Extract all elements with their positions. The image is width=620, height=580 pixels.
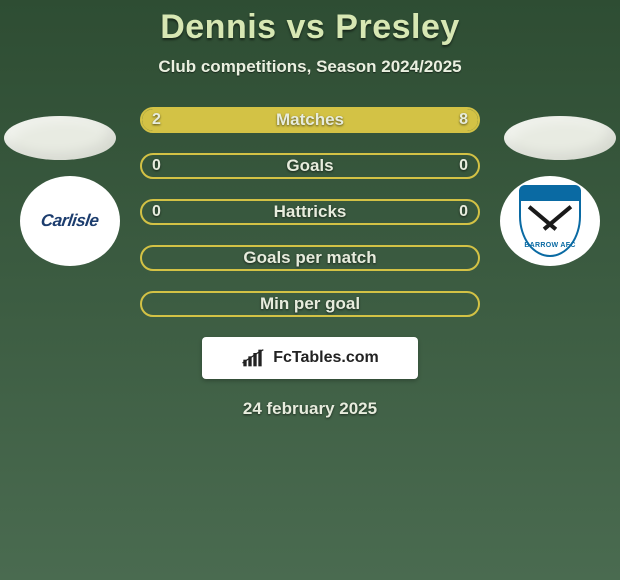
stat-row: Min per goal [140,291,480,317]
comparison-card: Dennis vs Presley Club competitions, Sea… [0,0,620,419]
stat-row: Goals per match [140,245,480,271]
stat-label: Min per goal [142,293,478,315]
stat-row: 00Goals [140,153,480,179]
title: Dennis vs Presley [0,8,620,47]
player-avatar-right [504,116,616,160]
attribution-text: FcTables.com [273,349,379,367]
subtitle: Club competitions, Season 2024/2025 [0,57,620,77]
stats-panel: 28Matches 00Goals 00Hattricks Goals per mat… [140,107,480,317]
team-crest-left: Carlisle [20,176,120,266]
player-avatar-left [4,116,116,160]
stat-label: Hattricks [142,201,478,223]
stat-label: Goals per match [142,247,478,269]
barrow-shield: BARROW AFC [519,185,581,257]
stat-row: 00Hattricks [140,199,480,225]
carlisle-crest: Carlisle [20,176,120,266]
bar-chart-icon [241,348,269,368]
barrow-banner: BARROW AFC [519,242,581,249]
stat-label: Goals [142,155,478,177]
carlisle-crest-text: Carlisle [40,211,100,231]
team-crest-right: BARROW AFC [500,176,600,266]
barrow-crest: BARROW AFC [500,176,600,266]
stat-label: Matches [142,109,478,131]
stat-row: 28Matches [140,107,480,133]
attribution-badge: FcTables.com [202,337,418,379]
date: 24 february 2025 [0,399,620,419]
